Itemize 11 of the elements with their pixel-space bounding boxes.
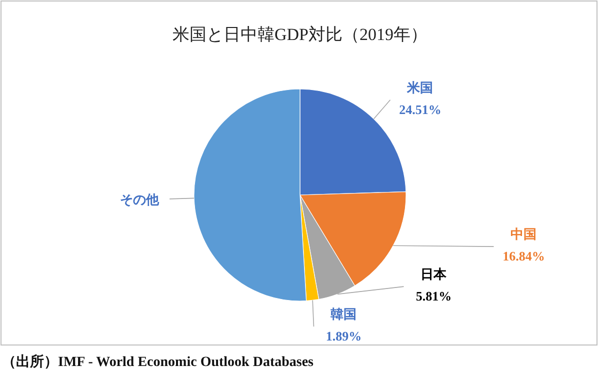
data-label: 1.89% — [326, 328, 362, 344]
data-label: 24.51% — [399, 102, 442, 117]
slice-label: その他 — [120, 192, 160, 207]
data-label: 5.81% — [416, 288, 452, 304]
data-label: 16.84% — [502, 248, 545, 264]
slice-label: 日本 — [420, 266, 448, 282]
slice-label: 韓国 — [330, 306, 357, 322]
text: （出所）IMF - World Economic Outlook Databases — [2, 354, 314, 370]
slice-label: 中国 — [510, 226, 537, 242]
slice-label: 米国 — [406, 80, 434, 95]
chart-title: 米国と日中韓GDP対比（2019年） — [172, 25, 428, 44]
